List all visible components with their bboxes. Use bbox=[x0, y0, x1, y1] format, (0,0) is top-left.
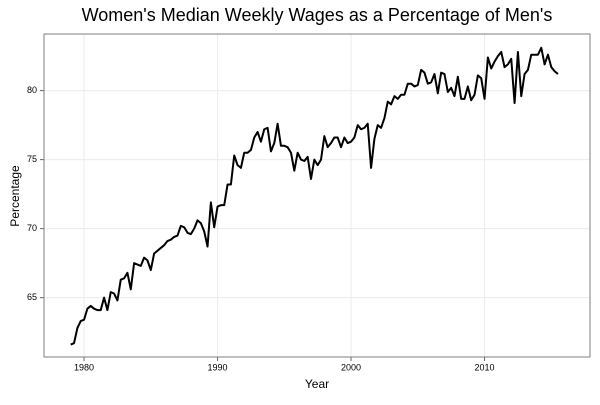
y-tick-label: 75 bbox=[27, 154, 37, 164]
y-axis-label: Percentage bbox=[8, 165, 22, 227]
x-tick-label: 2010 bbox=[475, 362, 495, 372]
data-line bbox=[70, 46, 559, 346]
y-tick-label: 70 bbox=[27, 223, 37, 233]
y-tick-label: 65 bbox=[27, 292, 37, 302]
x-tick-label: 2000 bbox=[341, 362, 361, 372]
chart-title: Women's Median Weekly Wages as a Percent… bbox=[82, 5, 553, 25]
x-axis-label: Year bbox=[305, 377, 329, 391]
panel-border bbox=[43, 33, 591, 358]
y-tick-label: 80 bbox=[27, 85, 37, 95]
x-tick-label: 1980 bbox=[74, 362, 94, 372]
x-tick-label: 1990 bbox=[208, 362, 228, 372]
